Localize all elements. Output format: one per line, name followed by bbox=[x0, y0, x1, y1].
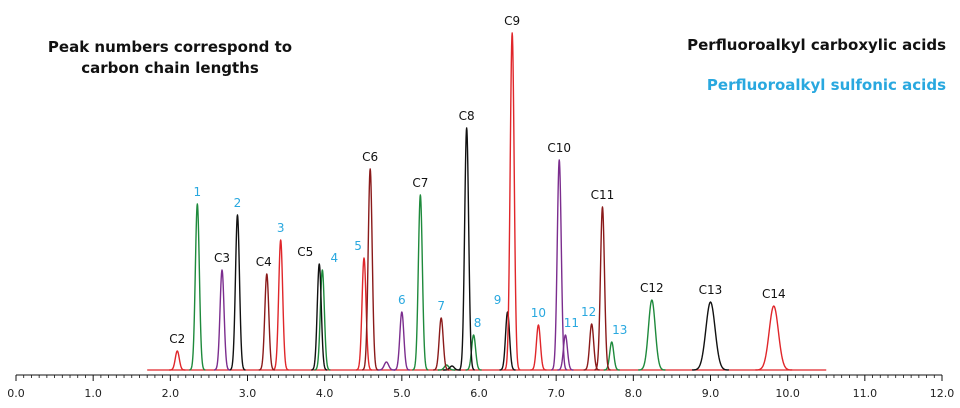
carboxylic-peak-C13 bbox=[692, 301, 729, 371]
carboxylic-peak-C12 bbox=[638, 299, 666, 371]
carboxylic-label-C2: C2 bbox=[169, 332, 185, 346]
chart-note-line-1: Peak numbers correspond to bbox=[47, 38, 293, 56]
carboxylic-label-C6: C6 bbox=[362, 150, 378, 164]
carboxylic-label-C11: C11 bbox=[591, 188, 615, 202]
carboxylic-label-C3: C3 bbox=[214, 251, 230, 265]
x-tick-label-8: 8.0 bbox=[625, 387, 643, 400]
sulfonic-label-10: 10 bbox=[531, 306, 546, 320]
sulfonic-peak-9 bbox=[499, 311, 516, 371]
carboxylic-peak-C11 bbox=[594, 206, 611, 371]
carboxylic-peak-C9 bbox=[503, 32, 521, 371]
sulfonic-label-13: 13 bbox=[612, 323, 627, 337]
x-tick-label-0: 0.0 bbox=[7, 387, 25, 400]
carboxylic-label-C4: C4 bbox=[256, 255, 272, 269]
carboxylic-peak-C5 bbox=[310, 263, 328, 371]
sulfonic-label-8: 8 bbox=[474, 316, 482, 330]
carboxylic-peak-C3 bbox=[213, 269, 231, 371]
sulfonic-label-3: 3 bbox=[277, 221, 285, 235]
legend-carboxylic: Perfluoroalkyl carboxylic acids bbox=[687, 36, 946, 54]
sulfonic-label-11: 11 bbox=[564, 316, 579, 330]
sulfonic-label-9: 9 bbox=[494, 293, 502, 307]
carboxylic-label-C14: C14 bbox=[762, 287, 786, 301]
chart-note: Peak numbers correspond to carbon chain … bbox=[34, 37, 306, 79]
sulfonic-peak-2 bbox=[229, 214, 246, 371]
carboxylic-label-C5: C5 bbox=[297, 245, 313, 259]
carboxylic-peak-C8 bbox=[458, 127, 476, 371]
sulfonic-label-5: 5 bbox=[354, 239, 362, 253]
carboxylic-peak-C7 bbox=[411, 194, 429, 371]
sulfonic-label-1: 1 bbox=[194, 185, 202, 199]
carboxylic-label-C13: C13 bbox=[699, 283, 723, 297]
sulfonic-peak-8 bbox=[465, 334, 483, 371]
x-tick-label-1: 1.0 bbox=[84, 387, 102, 400]
minor-peak-2 bbox=[442, 365, 462, 371]
sulfonic-peak-11 bbox=[557, 334, 574, 371]
sulfonic-peak-6 bbox=[393, 311, 411, 371]
carboxylic-peak-C6 bbox=[361, 168, 379, 371]
carboxylic-label-C7: C7 bbox=[412, 176, 428, 190]
sulfonic-peak-5 bbox=[355, 257, 373, 371]
carboxylic-peak-C14 bbox=[755, 305, 793, 371]
minor-peak-0 bbox=[377, 361, 396, 371]
sulfonic-peak-10 bbox=[530, 324, 547, 371]
chart-note-line-2: carbon chain lengths bbox=[81, 59, 259, 77]
sulfonic-label-6: 6 bbox=[398, 293, 406, 307]
x-tick-label-3: 3.0 bbox=[239, 387, 257, 400]
carboxylic-peak-C4 bbox=[258, 273, 276, 371]
carboxylic-label-C10: C10 bbox=[547, 141, 571, 155]
x-tick-label-7: 7.0 bbox=[547, 387, 565, 400]
sulfonic-peak-7 bbox=[432, 317, 450, 371]
sulfonic-peak-13 bbox=[603, 341, 621, 371]
sulfonic-peak-1 bbox=[188, 203, 206, 371]
sulfonic-peak-4 bbox=[313, 269, 331, 371]
x-tick-label-12: 12.0 bbox=[930, 387, 955, 400]
sulfonic-label-4: 4 bbox=[331, 251, 339, 265]
x-tick-label-2: 2.0 bbox=[162, 387, 180, 400]
legend-sulfonic: Perfluoroalkyl sulfonic acids bbox=[706, 76, 946, 94]
x-tick-label-5: 5.0 bbox=[393, 387, 411, 400]
carboxylic-peak-C10 bbox=[550, 159, 568, 371]
x-tick-label-11: 11.0 bbox=[853, 387, 878, 400]
sulfonic-label-7: 7 bbox=[437, 299, 445, 313]
sulfonic-label-12: 12 bbox=[581, 305, 596, 319]
carboxylic-peak-C2 bbox=[168, 350, 186, 371]
sulfonic-label-2: 2 bbox=[234, 196, 242, 210]
minor-peak-1 bbox=[437, 364, 456, 371]
x-tick-label-10: 10.0 bbox=[775, 387, 800, 400]
x-tick-label-4: 4.0 bbox=[316, 387, 334, 400]
carboxylic-label-C8: C8 bbox=[459, 109, 475, 123]
x-tick-label-6: 6.0 bbox=[470, 387, 488, 400]
carboxylic-label-C12: C12 bbox=[640, 281, 664, 295]
carboxylic-label-C9: C9 bbox=[504, 14, 520, 28]
x-tick-label-9: 9.0 bbox=[702, 387, 720, 400]
sulfonic-peak-3 bbox=[272, 239, 290, 371]
